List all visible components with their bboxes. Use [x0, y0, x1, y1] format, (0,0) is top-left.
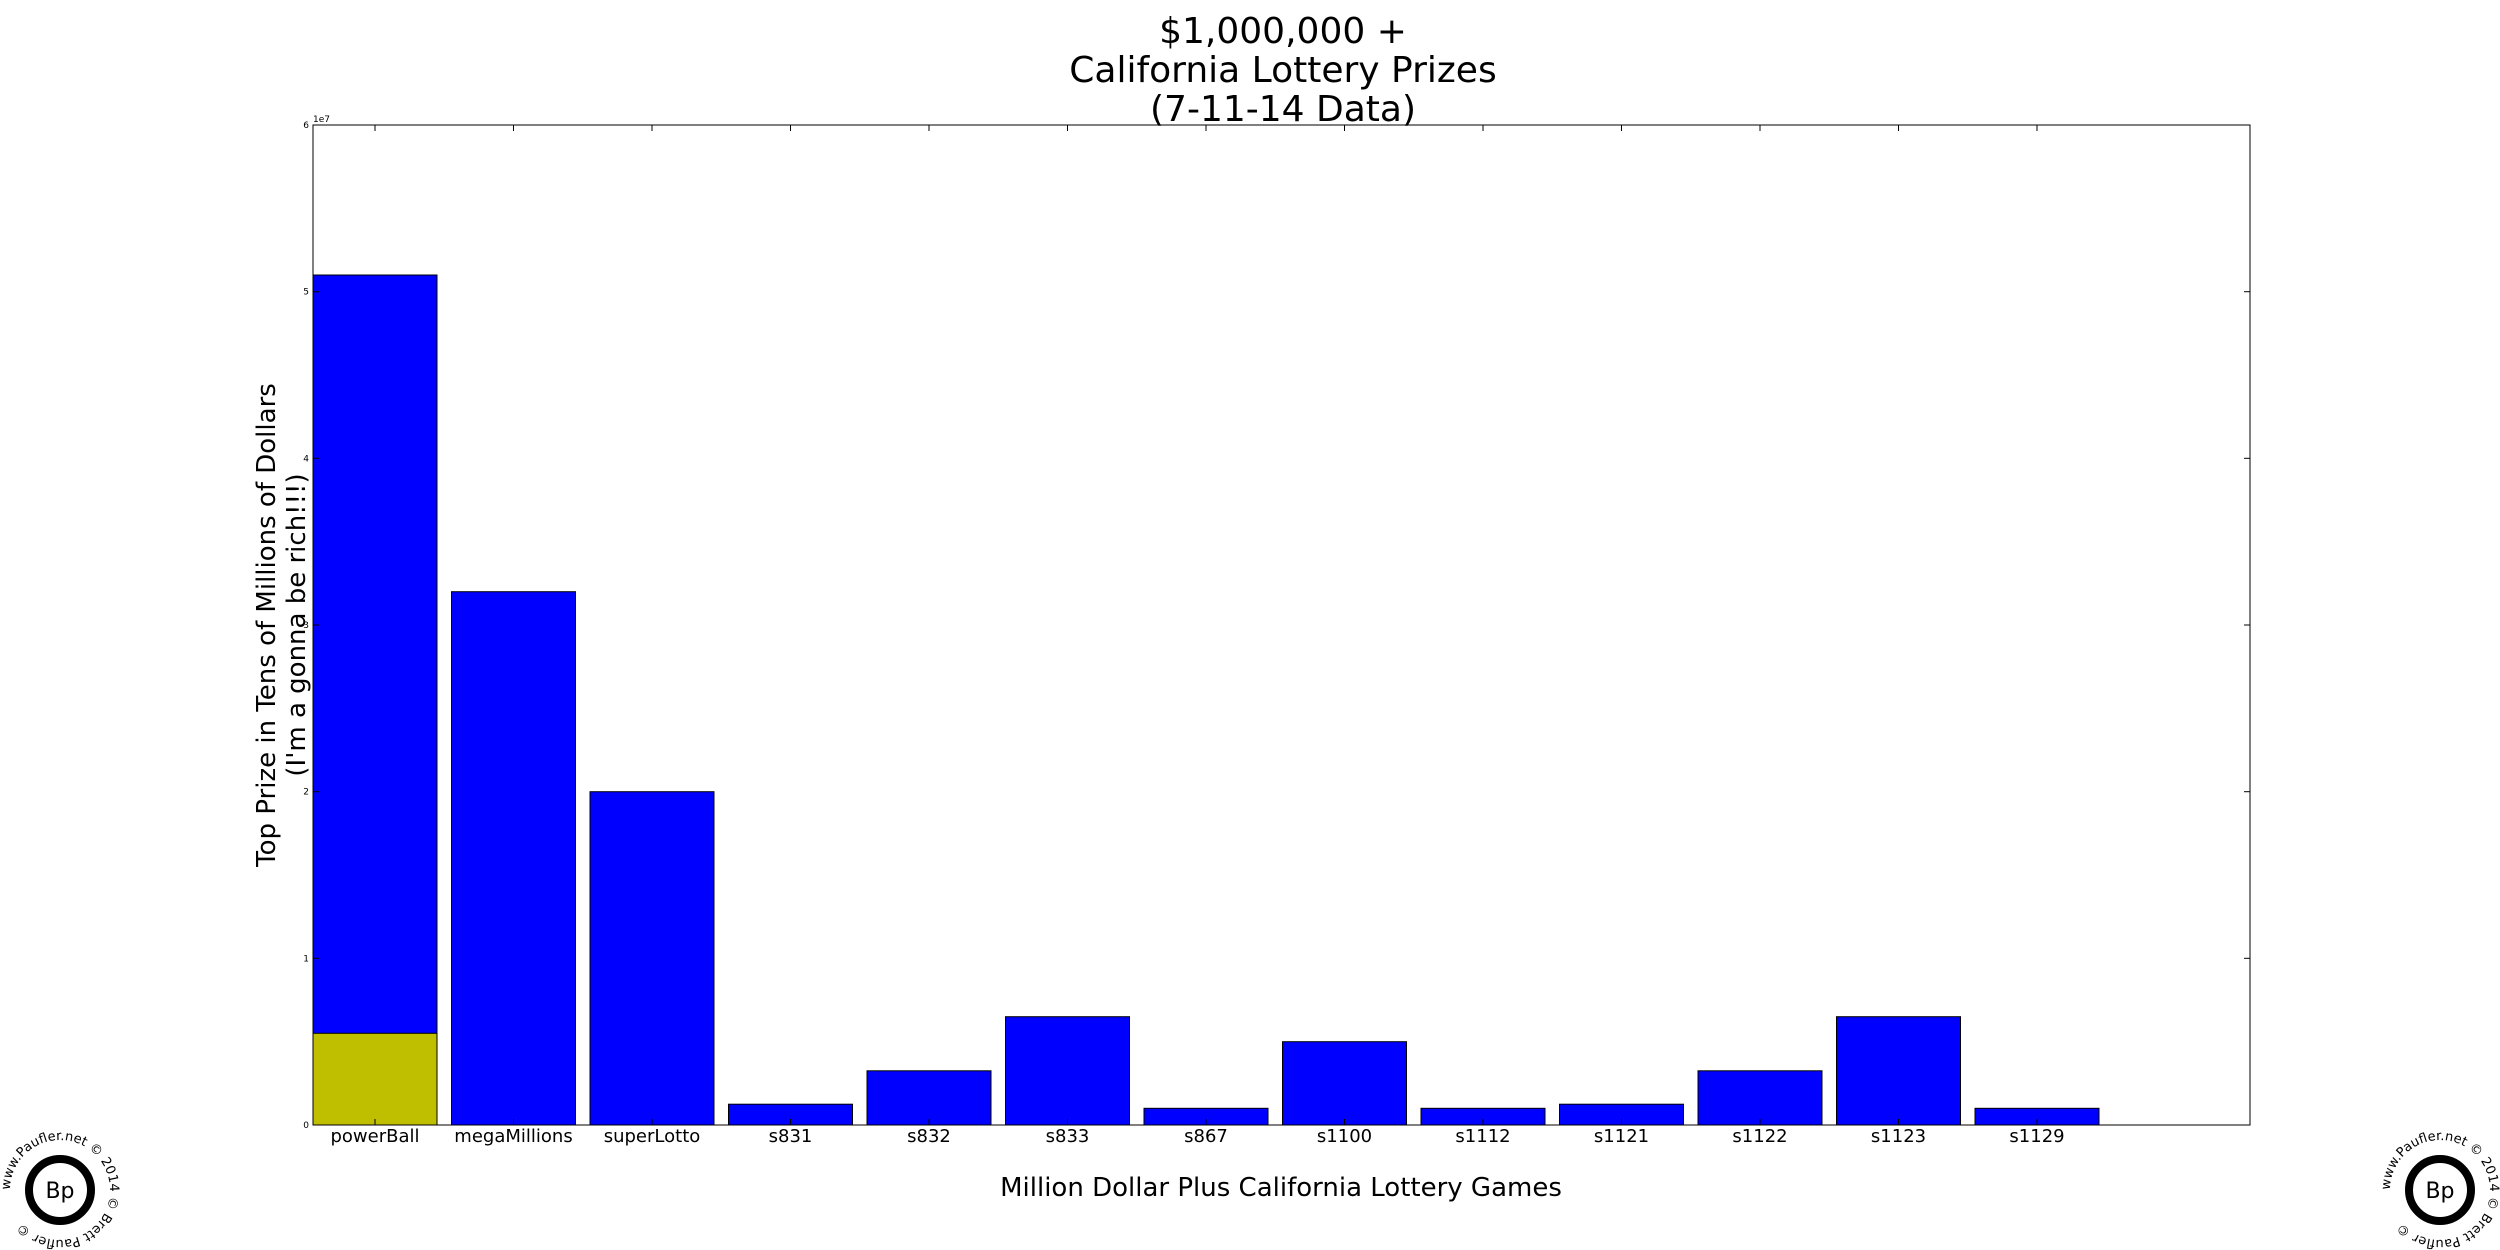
chart-title-line-3: (7-11-14 Data) [1150, 89, 1416, 130]
bar-s832-series-0 [866, 1070, 992, 1126]
x-tick-label-s1129: s1129 [2009, 1126, 2064, 1147]
bar-s1100-series-0 [1282, 1041, 1407, 1126]
x-axis-ticks: powerBall megaMillions superLotto s831 s832 s… [330, 125, 2065, 1147]
watermark-monogram-right: Bp [2425, 1179, 2454, 1204]
bar-s1123-series-0 [1836, 1016, 1961, 1126]
y-axis-offset-label: 1e7 [313, 115, 330, 125]
bar-megaMillions-series-0 [451, 591, 576, 1126]
y-tick-label-3: 3 [303, 621, 309, 631]
x-tick-label-s832: s832 [907, 1126, 951, 1147]
bar-superLotto-series-0 [589, 791, 715, 1126]
x-tick-label-s831: s831 [769, 1126, 813, 1147]
y-tick-label-5: 5 [303, 288, 309, 298]
bars-group [312, 274, 2100, 1126]
y-axis-label-line-2: (I'm a gonna be rich!!!) [282, 473, 312, 776]
bar-s833-series-0 [1005, 1016, 1130, 1126]
x-tick-label-superLotto: superLotto [604, 1126, 701, 1147]
x-tick-label-s1121: s1121 [1594, 1126, 1649, 1147]
x-tick-label-s1112: s1112 [1455, 1126, 1510, 1147]
watermark-monogram-left: Bp [45, 1179, 74, 1204]
watermark-logo-left: Bp www.Paufler.net © 2014 © Brett Paufle… [0, 1129, 121, 1250]
x-tick-label-powerBall: powerBall [330, 1126, 419, 1147]
bar-powerBall-series-0 [312, 274, 438, 1126]
x-tick-label-megaMillions: megaMillions [454, 1126, 572, 1147]
x-axis-label: Million Dollar Plus California Lottery G… [1000, 1173, 1562, 1203]
x-tick-label-s833: s833 [1046, 1126, 1090, 1147]
y-axis-label-line-1: Top Prize in Tens of Millions of Dollars [252, 383, 282, 868]
y-tick-label-0: 0 [303, 1121, 309, 1131]
x-tick-label-s867: s867 [1184, 1126, 1228, 1147]
y-axis-ticks: 0 1 2 3 4 5 6 [303, 121, 2250, 1131]
x-tick-label-s1100: s1100 [1317, 1126, 1372, 1147]
bar-s1122-series-0 [1697, 1070, 1823, 1126]
chart-title-line-2: California Lottery Prizes [1069, 50, 1496, 91]
watermark-logo-right: Bp www.Paufler.net © 2014 © Brett Paufle… [2379, 1129, 2500, 1250]
chart-title-line-1: $1,000,000 + [1159, 11, 1407, 52]
y-tick-label-2: 2 [303, 788, 309, 798]
y-tick-label-6: 6 [303, 121, 309, 131]
y-tick-label-1: 1 [303, 954, 309, 964]
y-tick-label-4: 4 [303, 454, 309, 464]
x-tick-label-s1123: s1123 [1871, 1126, 1926, 1147]
bar-powerBall-series-1 [312, 1032, 438, 1126]
x-tick-label-s1122: s1122 [1732, 1126, 1787, 1147]
